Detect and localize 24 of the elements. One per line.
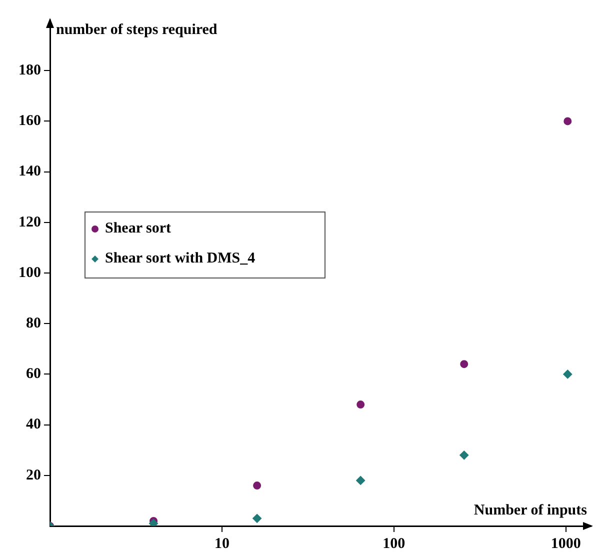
y-tick-label: 140 (18, 164, 41, 180)
x-tick-label: 1000 (550, 536, 581, 552)
point (460, 450, 469, 460)
x-tick-label: 10 (214, 536, 230, 552)
y-tick-label: 40 (26, 416, 41, 433)
y-tick-label: 160 (18, 113, 41, 130)
point (252, 514, 262, 523)
y-tick-label: 100 (18, 264, 41, 281)
legend-label: Shear sort (105, 220, 171, 236)
y-axis-title: number of steps required (56, 22, 218, 38)
y-tick-label: 60 (26, 366, 41, 382)
x-tick-label: 100 (382, 536, 406, 552)
y-tick-label: 20 (26, 467, 41, 484)
point (563, 370, 572, 379)
point (460, 360, 468, 368)
legend-label: Shear sort with DMS_4 (105, 250, 256, 266)
y-tick-label: 180 (18, 62, 41, 78)
x-axis-title: Number of inputs (474, 502, 588, 518)
y-tick-label: 80 (26, 315, 41, 332)
point (253, 482, 262, 490)
point (356, 400, 365, 409)
y-tick-label: 120 (18, 214, 41, 230)
point (564, 117, 572, 126)
point (356, 476, 366, 485)
